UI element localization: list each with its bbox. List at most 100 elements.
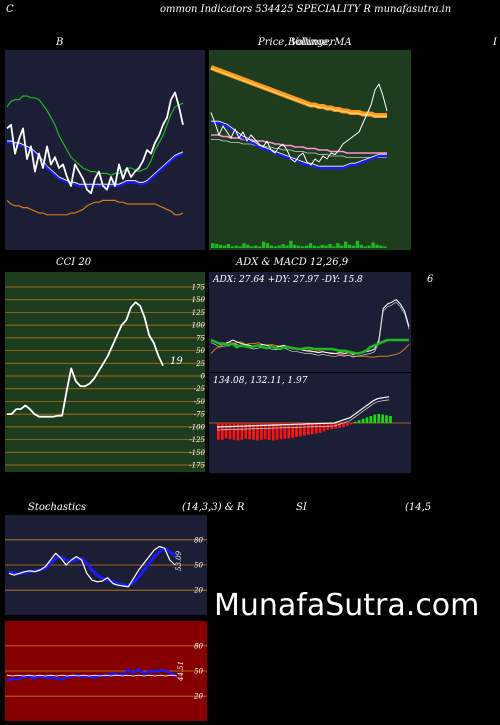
- volume-bar: [320, 244, 324, 248]
- macd-histogram-bar: [361, 418, 365, 423]
- macd-histogram-bar: [357, 420, 361, 423]
- bollinger-title: B: [56, 37, 64, 48]
- macd-histogram-bar: [224, 423, 228, 439]
- volume-bar: [383, 246, 387, 248]
- bollinger-upper-band: [6, 95, 184, 176]
- cci-line: [7, 301, 164, 418]
- macd-histogram-bar: [314, 423, 318, 434]
- price-line: [210, 83, 388, 166]
- macd-line: [216, 396, 390, 428]
- adx-macd-title: ADX & MACD 12,26,9: [236, 257, 349, 268]
- macd-histogram-bar: [283, 423, 287, 439]
- rsi-panel: 80 50 20 44.51: [5, 621, 207, 721]
- page-title: ommon Indicators 534425 SPECIALITY R mun…: [160, 4, 452, 15]
- right-edge-letter: I: [493, 37, 497, 48]
- adx-panel: [209, 272, 411, 372]
- macd-histogram-bar: [232, 423, 236, 440]
- volume-bar: [226, 244, 230, 248]
- cci-tick-label: 0: [201, 373, 206, 381]
- bollinger-middle-band-shadow: [7, 140, 184, 185]
- volume-bar: [257, 246, 262, 248]
- macd-histogram-bar: [287, 423, 291, 439]
- stochastics-params: (14,3,3) & R: [182, 502, 245, 513]
- volume-bar: [312, 245, 317, 248]
- macd-histogram-bar: [279, 423, 283, 440]
- volume-bar: [277, 245, 281, 248]
- macd-histogram-bar: [353, 421, 357, 423]
- macd-histogram-bar: [350, 423, 353, 425]
- volume-bar: [269, 245, 274, 248]
- rsi-line: [6, 667, 178, 683]
- volume-bar: [238, 246, 242, 248]
- adx-chart: [210, 299, 410, 358]
- cci-tick-label: 75: [196, 334, 205, 342]
- price-ma-long-average-highlight: [210, 67, 387, 117]
- volume-bar: [218, 244, 223, 248]
- volume-bar: [363, 246, 367, 248]
- macd-histogram-bar: [244, 423, 248, 439]
- cci-tick-label: -100: [189, 423, 205, 431]
- bollinger-chart: [6, 91, 184, 216]
- macd-histogram-bar: [271, 423, 275, 441]
- macd-values-text: 134.08, 132.11, 1.97: [213, 376, 308, 386]
- bollinger-lower-band: [6, 199, 184, 216]
- macd-histogram-bar: [248, 423, 251, 440]
- bollinger-middle-band: [7, 141, 184, 188]
- macd-histogram-bar: [267, 423, 271, 440]
- volume-bar: [359, 244, 363, 248]
- volume-bar: [304, 245, 309, 248]
- stochastics-tick-label: 50: [194, 562, 203, 570]
- cci-chart: 175 150 125 100 75 50 25 0 -25 -50 -75 -100 -125 -150…: [5, 284, 206, 470]
- rsi-params: (14,5: [405, 502, 432, 513]
- price-ma-long-average: [210, 65, 387, 118]
- cci-tick-label: 150: [192, 296, 206, 304]
- cci-tick-label: 50: [196, 347, 205, 355]
- volume-bar: [328, 244, 332, 248]
- macd-histogram-bar: [389, 416, 392, 423]
- adx-plus-dy-line: [210, 338, 409, 355]
- price-ma-pink-average: [211, 134, 387, 154]
- macd-histogram-bar: [385, 415, 388, 423]
- adx-values-text: ADX: 27.64 +DY: 27.97 -DY: 15.8: [213, 275, 363, 285]
- cci-tick-label: -50: [194, 398, 206, 406]
- header-left-letter: C: [6, 4, 14, 15]
- cci-tick-label: 25: [195, 360, 205, 368]
- macd-histogram-bar: [303, 423, 306, 436]
- macd-histogram-bar: [220, 423, 224, 440]
- volume-bar: [344, 241, 348, 248]
- volume-bar: [355, 240, 360, 248]
- macd-histogram-bar: [338, 423, 341, 428]
- price-ma-gray-average: [211, 139, 387, 158]
- volume-bar: [316, 246, 320, 248]
- volume-bar: [254, 245, 258, 248]
- volume-bar: [332, 246, 336, 248]
- cci-tick-label: -125: [189, 436, 205, 444]
- macd-histogram-bar: [310, 423, 314, 435]
- cci-tick-label: 175: [192, 284, 206, 292]
- volume-bar: [379, 245, 383, 248]
- macd-histogram-bar: [275, 423, 279, 440]
- macd-histogram-bar: [373, 414, 377, 423]
- rsi-tick-label: 80: [194, 642, 203, 650]
- volume-bar: [308, 243, 313, 248]
- volume-bar: [375, 244, 379, 248]
- price-ma-panel: [209, 50, 411, 250]
- price-ma-chart: [210, 65, 388, 248]
- macd-histogram-bar: [295, 423, 298, 437]
- rsi-tick-label: 50: [194, 668, 203, 676]
- volume-bar: [246, 244, 250, 248]
- stochastics-tick-label: 80: [194, 536, 203, 544]
- volume-bar: [261, 241, 266, 248]
- watermark: MunafaSutra.com: [214, 588, 480, 623]
- cci-tick-label: -75: [194, 411, 206, 419]
- price-ma-blue-average-edge: [211, 120, 387, 167]
- stochastics-chart: 80 50 20 53.09: [5, 536, 207, 595]
- stochastics-tick-label: 20: [193, 587, 203, 595]
- macd-histogram-bar: [365, 417, 369, 423]
- adx-minus-dy-line: [210, 341, 410, 358]
- volume-bar: [281, 244, 285, 248]
- volume-bar: [222, 245, 227, 248]
- macd-histogram-bar: [307, 423, 310, 435]
- volume-bar: [242, 243, 246, 248]
- bollinger-price-line: [6, 91, 184, 195]
